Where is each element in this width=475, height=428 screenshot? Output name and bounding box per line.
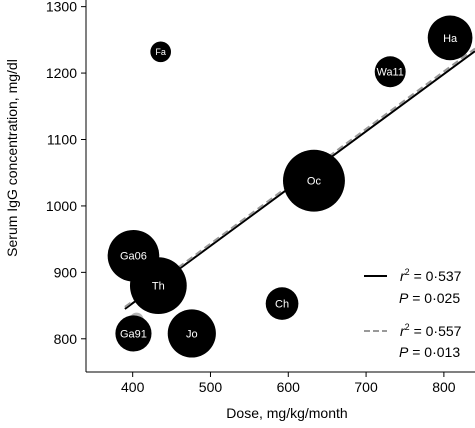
data-point-jo: Jo <box>167 309 216 358</box>
data-point-ha: Ha <box>427 15 473 61</box>
legend-p-dashed: P = 0·013 <box>399 344 460 360</box>
legend-r2-solid: r2 = 0·537 <box>400 267 462 284</box>
regression-line-dashed <box>124 47 475 308</box>
legend-p-label-dashed: P <box>399 344 409 360</box>
y-axis-label: Serum IgG concentration, mg/dl <box>4 59 20 257</box>
data-points: FaHaWa11OcGa06ThChMaGa91Jo <box>107 15 473 358</box>
point-label-ha: Ha <box>443 33 458 45</box>
point-marker-th <box>129 257 187 315</box>
point-marker-ch <box>265 287 299 320</box>
point-label-ch: Ch <box>275 299 289 311</box>
point-marker-jo <box>167 309 216 358</box>
y-tick-label-1300: 1300 <box>46 0 77 15</box>
point-label-oc: Oc <box>307 176 322 188</box>
legend-r-sup-dashed: 2 <box>405 322 410 332</box>
point-label-jo: Jo <box>186 328 198 340</box>
point-marker-oc <box>282 149 345 212</box>
y-tick-label-1200: 1200 <box>46 65 77 81</box>
legend-entry-dashed: r2 = 0·557 P = 0·013 <box>364 322 462 360</box>
x-tick-label-500: 500 <box>199 379 223 395</box>
point-marker-ga91 <box>115 315 152 352</box>
legend-entry-solid: r2 = 0·537 P = 0·025 <box>364 267 462 306</box>
legend-r2-value-dashed: = 0·557 <box>410 323 462 339</box>
point-label-ga06: Ga06 <box>120 251 147 263</box>
legend-p-solid: P = 0·025 <box>399 290 460 306</box>
point-marker-ha <box>427 15 473 61</box>
x-axis-label: Dose, mg/kg/month <box>226 405 347 421</box>
y-tick-label-1100: 1100 <box>47 132 77 148</box>
plot-frame <box>85 0 475 373</box>
x-tick-label-600: 600 <box>277 379 301 395</box>
point-marker-wa11 <box>374 56 406 88</box>
legend-p-label-solid: P <box>399 290 409 306</box>
legend-p-value-solid: = 0·025 <box>408 290 460 306</box>
legend-r-sup-solid: 2 <box>405 267 410 277</box>
x-tick-label-400: 400 <box>121 379 145 395</box>
y-tick-label-800: 800 <box>54 331 78 347</box>
y-axis: 800 900 1000 1100 1200 1300 <box>46 0 86 347</box>
x-tick-label-800: 800 <box>432 379 456 395</box>
point-label-wa11: Wa11 <box>377 67 404 79</box>
legend-p-value-dashed: = 0·013 <box>408 344 460 360</box>
legend-r2-dashed: r2 = 0·557 <box>400 322 462 339</box>
data-point-ga91: Ga91 <box>115 315 152 352</box>
point-label-ga91: Ga91 <box>120 328 147 340</box>
legend-r-label-solid: r <box>400 268 406 284</box>
legend: r2 = 0·537 P = 0·025 r2 = 0·557 P = 0·01… <box>364 267 462 360</box>
y-tick-label-1000: 1000 <box>46 198 77 214</box>
y-tick-label-900: 900 <box>54 264 78 280</box>
data-point-wa11: Wa11 <box>374 56 406 88</box>
legend-r2-value-solid: = 0·537 <box>410 268 462 284</box>
data-point-th: Th <box>129 257 187 315</box>
legend-r-label-dashed: r <box>400 323 406 339</box>
point-marker-fa <box>150 41 172 63</box>
data-point-ch: Ch <box>265 287 299 320</box>
x-tick-label-700: 700 <box>354 379 378 395</box>
x-axis: 400 500 600 700 800 <box>121 372 456 395</box>
data-point-oc: Oc <box>282 149 345 212</box>
data-point-fa: Fa <box>150 41 172 63</box>
point-label-th: Th <box>152 281 165 293</box>
point-label-fa: Fa <box>155 47 166 57</box>
